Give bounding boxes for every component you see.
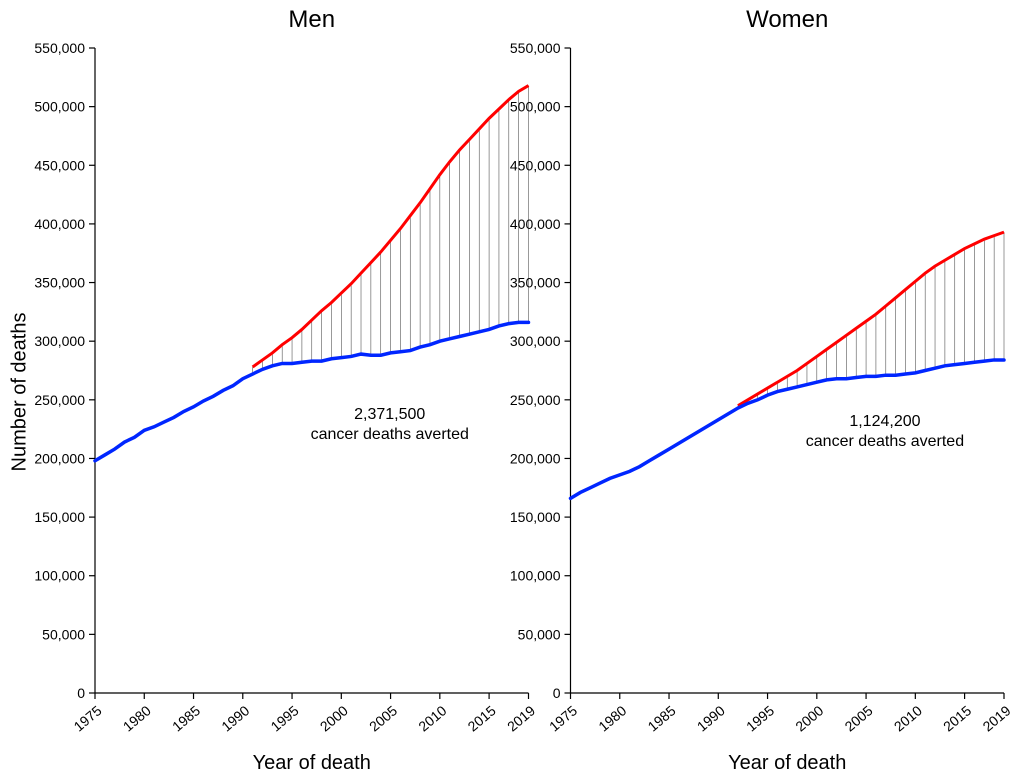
annotation-women-value: 1,124,200 xyxy=(849,413,920,430)
panel-title-women: Women xyxy=(687,6,887,34)
svg-text:1995: 1995 xyxy=(268,702,302,734)
svg-text:1980: 1980 xyxy=(595,702,629,734)
svg-text:300,000: 300,000 xyxy=(510,333,561,349)
svg-text:2000: 2000 xyxy=(317,702,351,734)
svg-text:1985: 1985 xyxy=(169,702,203,734)
svg-text:550,000: 550,000 xyxy=(34,40,85,56)
svg-text:500,000: 500,000 xyxy=(510,99,561,115)
figure-root: 0 50,000 100,000 150,000 200,000 250,000 300,0… xyxy=(0,0,1024,783)
chart-svg: 0 50,000 100,000 150,000 200,000 250,000 300,0… xyxy=(0,0,1024,783)
svg-text:2010: 2010 xyxy=(891,702,925,734)
svg-text:350,000: 350,000 xyxy=(510,275,561,291)
svg-text:2000: 2000 xyxy=(792,702,826,734)
svg-text:1990: 1990 xyxy=(694,702,728,734)
svg-text:1985: 1985 xyxy=(645,702,679,734)
svg-text:2015: 2015 xyxy=(465,702,499,734)
annotation-men-text: cancer deaths averted xyxy=(311,426,469,443)
svg-text:50,000: 50,000 xyxy=(42,626,85,642)
svg-text:0: 0 xyxy=(77,685,85,701)
svg-text:1975: 1975 xyxy=(70,702,104,734)
svg-text:100,000: 100,000 xyxy=(34,568,85,584)
svg-text:2005: 2005 xyxy=(366,702,400,734)
svg-text:250,000: 250,000 xyxy=(34,392,85,408)
svg-text:150,000: 150,000 xyxy=(34,509,85,525)
svg-text:1980: 1980 xyxy=(120,702,154,734)
svg-text:500,000: 500,000 xyxy=(34,99,85,115)
svg-text:2015: 2015 xyxy=(940,702,974,734)
panel-men: 0 50,000 100,000 150,000 200,000 250,000 300,0… xyxy=(34,40,538,735)
annotation-women-text: cancer deaths averted xyxy=(806,433,964,450)
svg-text:1995: 1995 xyxy=(743,702,777,734)
svg-text:450,000: 450,000 xyxy=(510,157,561,173)
svg-text:550,000: 550,000 xyxy=(510,40,561,56)
svg-text:400,000: 400,000 xyxy=(34,216,85,232)
svg-text:2005: 2005 xyxy=(842,702,876,734)
annotation-men: 2,371,500 cancer deaths averted xyxy=(311,405,469,445)
svg-text:2019: 2019 xyxy=(979,702,1013,734)
expected-line-women xyxy=(738,232,1004,406)
svg-text:450,000: 450,000 xyxy=(34,157,85,173)
svg-text:350,000: 350,000 xyxy=(34,275,85,291)
panel-women: 0 50,000 100,000 150,000 200,000 250,000 300,0… xyxy=(510,40,1014,735)
svg-text:300,000: 300,000 xyxy=(34,333,85,349)
svg-text:400,000: 400,000 xyxy=(510,216,561,232)
svg-text:200,000: 200,000 xyxy=(34,450,85,466)
svg-text:1975: 1975 xyxy=(546,702,580,734)
y-axis-label: Number of deaths xyxy=(9,312,32,471)
svg-text:0: 0 xyxy=(553,685,561,701)
svg-text:2010: 2010 xyxy=(415,702,449,734)
svg-text:1990: 1990 xyxy=(218,702,252,734)
svg-text:200,000: 200,000 xyxy=(510,450,561,466)
annotation-women: 1,124,200 cancer deaths averted xyxy=(806,412,964,452)
svg-text:50,000: 50,000 xyxy=(518,626,561,642)
x-axis-label-women: Year of death xyxy=(637,752,937,775)
x-axis-label-men: Year of death xyxy=(162,752,462,775)
svg-text:100,000: 100,000 xyxy=(510,568,561,584)
annotation-men-value: 2,371,500 xyxy=(354,406,425,423)
svg-text:2019: 2019 xyxy=(504,702,538,734)
panel-title-men: Men xyxy=(212,6,412,34)
svg-text:250,000: 250,000 xyxy=(510,392,561,408)
svg-text:150,000: 150,000 xyxy=(510,509,561,525)
